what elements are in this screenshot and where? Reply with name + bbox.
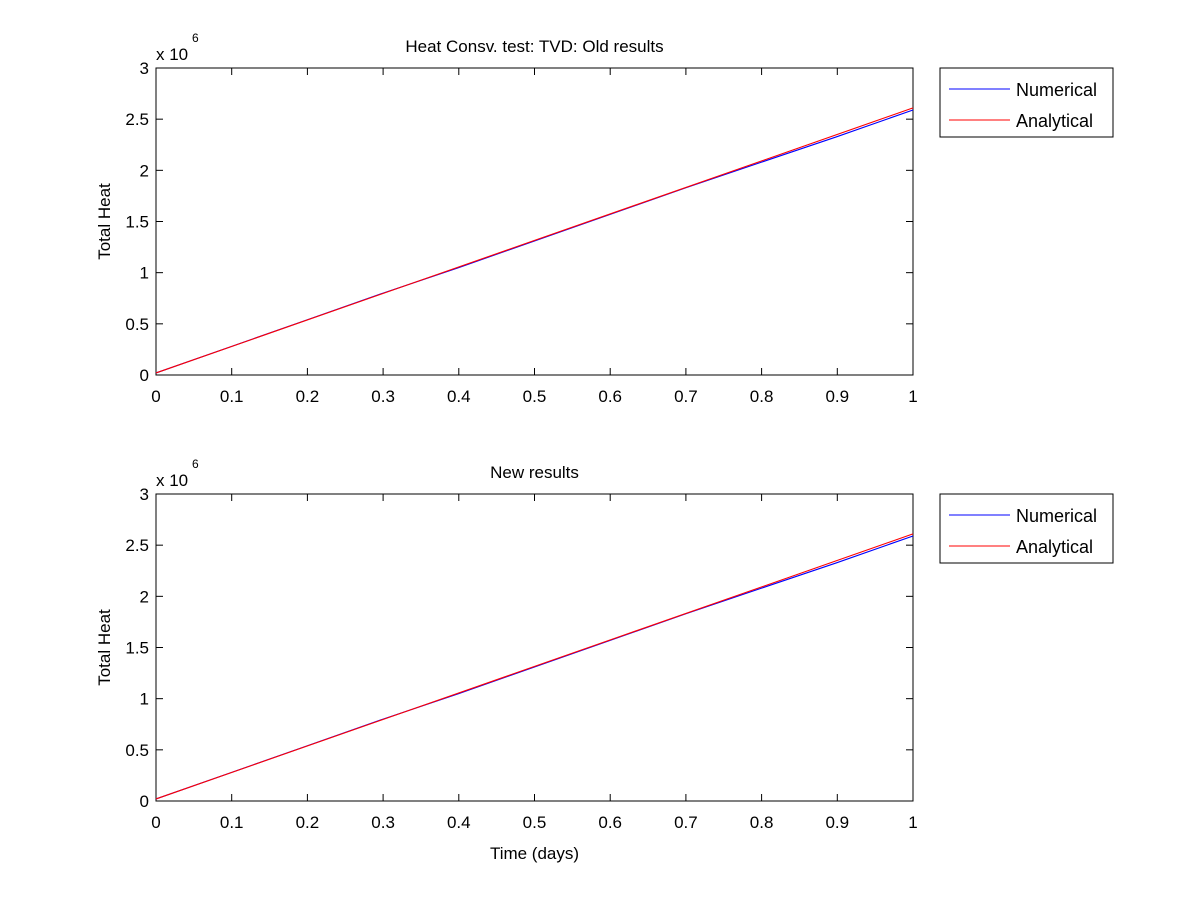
chart-title: Heat Consv. test: TVD: Old results: [405, 37, 663, 56]
y-tick-label: 3: [140, 59, 149, 78]
y-multiplier: x 10: [156, 45, 188, 64]
y-tick-label: 1: [140, 264, 149, 283]
x-axis-label: Time (days): [490, 844, 579, 863]
x-tick-label: 0.8: [750, 813, 774, 832]
y-tick-label: 2: [140, 161, 149, 180]
x-tick-label: 0.7: [674, 813, 698, 832]
y-exponent: 6: [192, 31, 199, 45]
y-tick-label: 0.5: [125, 315, 149, 334]
x-tick-label: 0.3: [371, 387, 395, 406]
x-tick-label: 0.1: [220, 387, 244, 406]
x-tick-label: 0.6: [598, 387, 622, 406]
legend-box: [939, 493, 1114, 564]
plot-area: [155, 493, 914, 802]
x-tick-label: 1: [908, 813, 917, 832]
series-line-analytical: [155, 107, 914, 374]
chart-title: New results: [490, 463, 579, 482]
y-tick-label: 3: [140, 485, 149, 504]
y-axis-label: Total Heat: [95, 609, 114, 686]
x-tick-label: 0.4: [447, 387, 471, 406]
legend: Numerical Analytical: [939, 493, 1114, 564]
legend-label-analytical: Analytical: [1016, 537, 1093, 557]
chart-panel-2: 0 0.1 0.2 0.3 0.4 0.5 0.6 0.7 0.8 0.9 1 0 0.5 1 1.5 2 2.…: [95, 457, 1114, 863]
y-tick-label: 2.5: [125, 110, 149, 129]
y-tick-label: 1.5: [125, 213, 149, 232]
legend-box: [939, 67, 1114, 138]
x-tick-label: 0.5: [523, 813, 547, 832]
y-tick-label: 0.5: [125, 741, 149, 760]
x-tick-label: 0.7: [674, 387, 698, 406]
x-tick-label: 0: [151, 387, 160, 406]
x-tick-label: 0.3: [371, 813, 395, 832]
legend-label-numerical: Numerical: [1016, 506, 1097, 526]
x-tick-label: 0.2: [296, 813, 320, 832]
x-tick-label: 0.4: [447, 813, 471, 832]
legend-label-analytical: Analytical: [1016, 111, 1093, 131]
y-tick-label: 0: [140, 366, 149, 385]
legend-label-numerical: Numerical: [1016, 80, 1097, 100]
x-tick-label: 0: [151, 813, 160, 832]
chart-panel-1: 0 0.1 0.2 0.3 0.4 0.5 0.6 0.7 0.8 0.9 1 0 0.5 1 1.5 2 2.…: [95, 31, 1114, 406]
y-tick-label: 0: [140, 792, 149, 811]
x-tick-label: 0.6: [598, 813, 622, 832]
legend: Numerical Analytical: [939, 67, 1114, 138]
y-tick-label: 1.5: [125, 639, 149, 658]
y-tick-label: 2.5: [125, 536, 149, 555]
x-tick-label: 0.9: [825, 813, 849, 832]
y-exponent: 6: [192, 457, 199, 471]
y-tick-label: 2: [140, 587, 149, 606]
x-tick-label: 0.2: [296, 387, 320, 406]
plot-area: [155, 67, 914, 376]
series-line-analytical: [155, 533, 914, 800]
y-multiplier: x 10: [156, 471, 188, 490]
y-axis-label: Total Heat: [95, 183, 114, 260]
x-tick-label: 0.9: [825, 387, 849, 406]
x-tick-label: 0.5: [523, 387, 547, 406]
y-tick-label: 1: [140, 690, 149, 709]
x-tick-label: 0.8: [750, 387, 774, 406]
x-tick-label: 1: [908, 387, 917, 406]
x-tick-label: 0.1: [220, 813, 244, 832]
